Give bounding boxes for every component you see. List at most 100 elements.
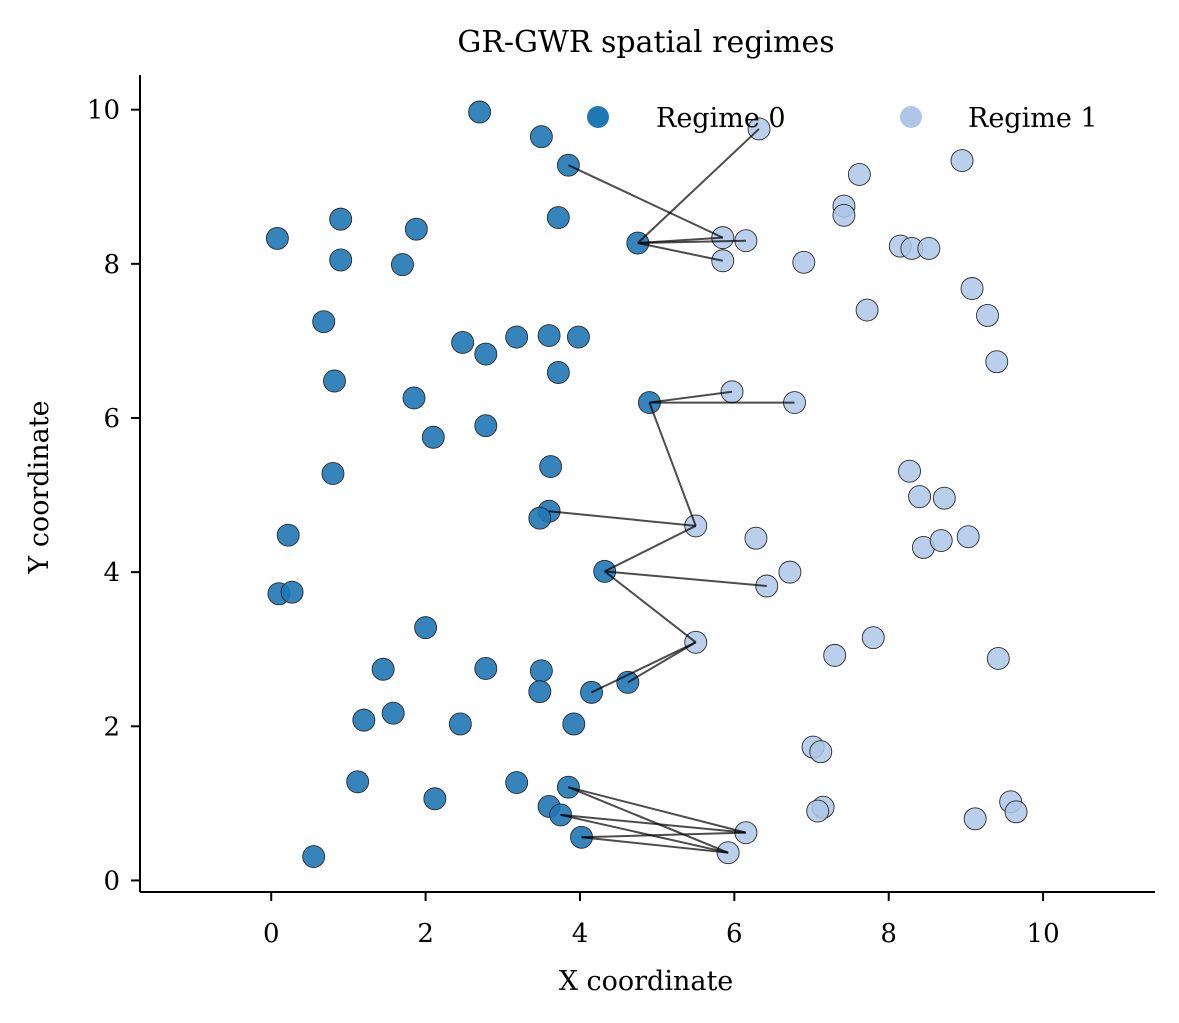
plot-area [265,100,1028,868]
point-regime-0 [312,310,336,334]
connection-line [604,524,697,573]
series-regime-1 [684,117,1028,865]
point-regime-0 [474,342,498,366]
connection-line [548,510,696,527]
point-regime-0 [404,217,428,241]
data-points [265,100,1028,868]
point-regime-0 [323,369,346,393]
point-regime-0 [371,657,395,681]
connection-line [560,813,747,834]
point-regime-0 [302,845,326,868]
y-ticks: 0 2 4 6 8 10 [87,96,140,896]
y-axis-label: Y coordinate [24,400,55,574]
point-regime-0 [528,506,552,530]
point-regime-0 [505,771,529,795]
point-regime-0 [414,616,438,640]
point-regime-0 [381,701,405,725]
connection-lines [548,128,795,854]
x-tick-label: 10 [1027,919,1060,949]
point-regime-1 [861,626,885,650]
point-regime-1 [778,560,802,584]
point-regime-1 [986,647,1010,670]
point-regime-1 [823,643,847,667]
point-regime-1 [744,526,768,550]
point-regime-0 [329,248,353,272]
point-regime-0 [546,206,570,230]
y-tick-label: 10 [87,96,120,126]
point-regime-1 [932,486,956,510]
point-regime-0 [562,712,586,736]
x-tick-label: 0 [263,919,280,949]
point-regime-0 [423,787,447,811]
point-regime-1 [929,529,953,552]
point-regime-0 [451,331,475,354]
point-regime-0 [346,770,370,794]
point-regime-1 [976,304,999,327]
chart-title: GR-GWR spatial regimes [457,25,834,60]
point-regime-0 [546,361,570,384]
connection-line [648,402,697,527]
legend-marker-regime-1 [900,106,922,128]
y-tick-label: 4 [103,558,120,588]
point-regime-1 [792,250,816,274]
connection-line [560,813,729,854]
x-axis-label: X coordinate [559,966,734,997]
point-regime-0 [537,324,561,347]
point-regime-0 [421,425,445,449]
connection-line [604,570,697,644]
point-regime-0 [321,462,345,485]
point-regime-0 [468,100,492,124]
point-regime-0 [528,680,552,704]
point-regime-1 [832,203,856,227]
connection-line [637,239,746,245]
connection-line [568,786,747,834]
point-regime-1 [960,277,984,300]
point-regime-0 [505,325,529,349]
connection-line [637,242,723,262]
y-tick-label: 0 [103,866,120,896]
series-regime-0 [265,100,661,868]
point-regime-0 [529,125,553,149]
point-regime-0 [474,414,498,438]
connection-line [627,641,697,684]
point-regime-0 [352,708,376,732]
x-tick-label: 6 [726,919,743,949]
point-regime-0 [448,712,472,736]
point-regime-0 [276,523,300,547]
x-tick-label: 2 [417,919,434,949]
point-regime-1 [855,298,879,322]
point-regime-0 [529,659,553,683]
point-regime-1 [806,799,830,823]
y-tick-label: 6 [103,404,120,434]
x-tick-label: 8 [880,919,897,949]
point-regime-1 [908,485,932,509]
point-regime-0 [539,455,563,478]
legend-label-regime-1: Regime 1 [968,103,1098,134]
legend: Regime 0 Regime 1 [587,103,1098,134]
point-regime-1 [956,525,980,549]
point-regime-1 [847,162,871,186]
point-regime-1 [809,740,833,764]
connection-line [568,786,729,854]
point-regime-1 [950,149,974,173]
point-regime-0 [329,207,353,231]
point-regime-1 [1004,800,1028,824]
y-tick-label: 2 [103,712,120,742]
point-regime-0 [402,386,426,410]
legend-marker-regime-0 [587,106,609,128]
legend-label-regime-0: Regime 0 [656,103,786,134]
point-regime-1 [898,459,921,483]
point-regime-0 [265,226,289,250]
y-tick-label: 8 [103,250,120,280]
point-regime-1 [985,350,1009,374]
point-regime-1 [963,807,987,831]
connection-line [591,641,697,694]
point-regime-0 [390,253,414,277]
connection-line [649,390,733,404]
connection-line [581,831,746,839]
point-regime-1 [917,236,941,260]
connection-line [637,128,760,244]
axes: 0 2 4 6 8 10 0 2 4 6 8 10 [87,75,1155,949]
connection-line [567,164,724,239]
